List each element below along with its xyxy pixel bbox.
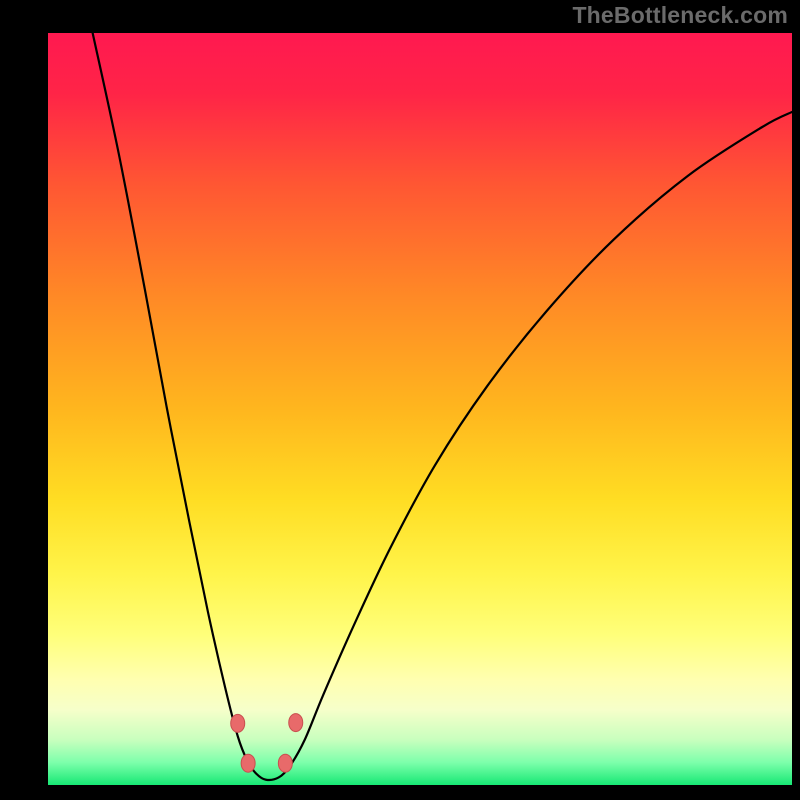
curve-marker [231, 714, 245, 732]
chart-container: TheBottleneck.com [0, 0, 800, 800]
curve-marker [278, 754, 292, 772]
curve-marker [289, 714, 303, 732]
marker-group [231, 714, 303, 773]
bottleneck-curve [93, 33, 792, 780]
watermark-text: TheBottleneck.com [572, 2, 788, 29]
plot-area [48, 33, 792, 785]
curve-layer [48, 33, 792, 785]
curve-marker [241, 754, 255, 772]
